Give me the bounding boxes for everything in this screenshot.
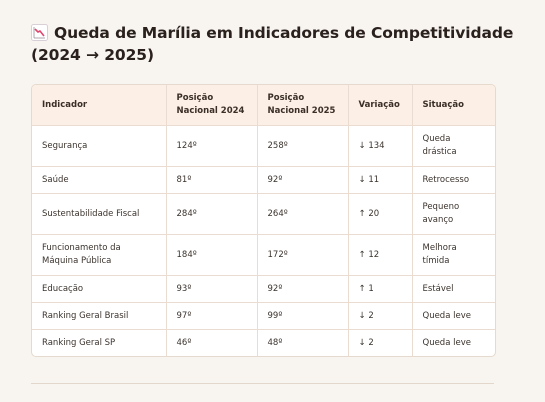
cell-indicador-line1: Educação: [42, 283, 84, 294]
cell-posicao-2024: 284º: [166, 193, 258, 235]
table-header-row: Indicador Posição Nacional 2024 Posição Na…: [32, 85, 495, 126]
cell-situacao-line1: Melhora: [422, 243, 457, 253]
cell-situacao: Estável: [412, 275, 495, 303]
cell-variacao: ↓ 11: [348, 166, 413, 194]
chart-decreasing-icon: [31, 24, 48, 41]
header-variacao: Variação: [348, 85, 413, 126]
cell-situacao: Pequeno avanço: [412, 193, 495, 235]
header-posicao-2025: Posição Nacional 2025: [257, 85, 349, 126]
cell-posicao-2024: 97º: [166, 302, 258, 330]
cell-situacao-line1: Estável: [422, 283, 454, 294]
cell-indicador: Ranking Geral SP: [32, 329, 167, 356]
table-row: Sustentabilidade Fiscal 284º 264º ↑ 20 P…: [32, 193, 495, 235]
cell-indicador-line2: Máquina Pública: [42, 256, 112, 266]
cell-situacao: Retrocesso: [412, 166, 495, 194]
cell-indicador-line1: Sustentabilidade Fiscal: [42, 208, 140, 219]
cell-situacao-line1: Pequeno: [422, 202, 460, 212]
cell-situacao-line1: Retrocesso: [422, 174, 470, 185]
table-row: Ranking Geral Brasil 97º 99º ↓ 2 Queda l…: [32, 302, 495, 330]
cell-variacao: ↓ 2: [348, 329, 413, 356]
cell-situacao-line2: tímida: [422, 256, 450, 266]
header-posicao-2025-line2: Nacional 2025: [267, 106, 336, 116]
cell-posicao-2024: 184º: [166, 234, 258, 276]
table-row: Saúde 81º 92º ↓ 11 Retrocesso: [32, 166, 495, 194]
cell-indicador-line1: Funcionamento da: [42, 243, 121, 253]
cell-indicador: Funcionamento da Máquina Pública: [32, 234, 167, 276]
title-line-2: (2024 → 2025): [31, 46, 154, 64]
cell-posicao-2024: 124º: [166, 125, 258, 167]
cell-situacao-line2: drástica: [422, 147, 457, 157]
cell-indicador: Segurança: [32, 125, 167, 167]
cell-posicao-2025: 258º: [257, 125, 349, 167]
title-line-1: Queda de Marília em Indicadores de Compe…: [54, 24, 514, 42]
header-posicao-2024-line2: Nacional 2024: [176, 106, 245, 116]
cell-indicador-line1: Ranking Geral SP: [42, 337, 116, 348]
cell-indicador: Educação: [32, 275, 167, 303]
table-row: Segurança 124º 258º ↓ 134 Queda drástica: [32, 125, 495, 167]
cell-indicador-line1: Saúde: [42, 174, 69, 185]
table-row: Educação 93º 92º ↑ 1 Estável: [32, 275, 495, 303]
competitiveness-table: Indicador Posição Nacional 2024 Posição Na…: [31, 84, 496, 357]
cell-situacao: Queda leve: [412, 330, 495, 357]
cell-situacao-line2: avanço: [422, 215, 454, 225]
cell-variacao: ↓ 134: [348, 125, 413, 167]
table-row: Funcionamento da Máquina Pública 184º 172…: [32, 234, 495, 276]
cell-indicador-line1: Segurança: [42, 140, 88, 151]
cell-situacao-line1: Queda leve: [422, 310, 471, 321]
cell-posicao-2025: 92º: [257, 166, 349, 194]
header-posicao-2024: Posição Nacional 2024: [166, 85, 258, 126]
cell-variacao: ↑ 1: [348, 275, 413, 303]
cell-posicao-2025: 48º: [257, 329, 349, 356]
divider: [31, 383, 494, 384]
cell-posicao-2025: 264º: [257, 193, 349, 235]
cell-variacao: ↓ 2: [348, 302, 413, 330]
cell-indicador-line1: Ranking Geral Brasil: [42, 310, 129, 321]
page-title: Queda de Marília em Indicadores de Compe…: [31, 22, 521, 66]
cell-posicao-2025: 99º: [257, 302, 349, 330]
cell-posicao-2024: 46º: [166, 329, 258, 356]
cell-variacao: ↑ 20: [348, 193, 413, 235]
cell-posicao-2025: 172º: [257, 234, 349, 276]
cell-situacao-line1: Queda leve: [422, 337, 471, 348]
cell-situacao: Queda drástica: [412, 125, 495, 167]
cell-posicao-2024: 93º: [166, 275, 258, 303]
cell-situacao: Queda leve: [412, 302, 495, 330]
cell-situacao: Melhora tímida: [412, 234, 495, 276]
cell-indicador: Saúde: [32, 166, 167, 194]
cell-variacao: ↑ 12: [348, 234, 413, 276]
header-posicao-2024-line1: Posição: [176, 93, 214, 103]
table-row: Ranking Geral SP 46º 48º ↓ 2 Queda leve: [32, 329, 495, 357]
cell-posicao-2024: 81º: [166, 166, 258, 194]
header-indicador: Indicador: [32, 85, 167, 126]
cell-posicao-2025: 92º: [257, 275, 349, 303]
cell-indicador: Sustentabilidade Fiscal: [32, 193, 167, 235]
cell-situacao-line1: Queda: [422, 134, 451, 144]
cell-indicador: Ranking Geral Brasil: [32, 302, 167, 330]
header-posicao-2025-line1: Posição: [267, 93, 305, 103]
header-situacao: Situação: [412, 85, 495, 126]
